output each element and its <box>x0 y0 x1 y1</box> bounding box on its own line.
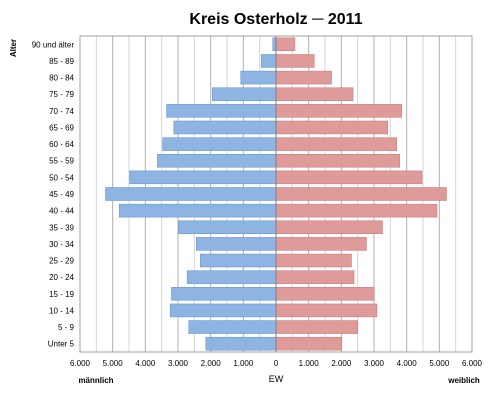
bar-male <box>166 104 277 118</box>
bar-male <box>261 54 277 68</box>
category-labels: 90 und älter 85 - 89 80 - 84 75 - 79 70 - 74… <box>32 40 75 348</box>
bar-female <box>275 336 342 351</box>
bar-female <box>275 237 367 251</box>
x-tick-label: 3.000 <box>168 359 189 368</box>
x-tick-label: 1.000 <box>233 359 254 368</box>
category-label: 50 - 54 <box>49 173 74 182</box>
bar-female <box>275 170 423 185</box>
bar-male <box>157 154 277 168</box>
bar-female <box>275 270 355 284</box>
bar-female <box>275 203 438 218</box>
bar-male <box>186 270 277 284</box>
category-label: 85 - 89 <box>49 57 74 66</box>
category-label: 35 - 39 <box>49 223 74 232</box>
chart-title: Kreis Osterholz ─ 2011 <box>189 11 362 28</box>
bar-female <box>275 137 398 151</box>
bar-male <box>169 303 277 318</box>
x-tick-label: 6.000 <box>70 359 91 368</box>
bar-female <box>275 187 447 201</box>
y-axis-title: Alter <box>9 39 18 57</box>
bar-female <box>275 104 403 118</box>
x-tick-label: 2.000 <box>331 359 352 368</box>
bar-male <box>240 70 277 85</box>
bar-male <box>105 187 277 201</box>
bar-female <box>275 54 315 68</box>
x-tick-label: 5.000 <box>103 359 124 368</box>
x-tick-label: 3.000 <box>364 359 385 368</box>
bar-male <box>129 170 277 185</box>
bar-female <box>275 70 332 85</box>
bar-female <box>275 320 358 334</box>
category-label: 40 - 44 <box>49 207 74 216</box>
x-tick-label: 1.000 <box>299 359 320 368</box>
bar-female <box>275 303 378 318</box>
bar-male <box>212 87 277 101</box>
category-label: 60 - 64 <box>49 140 74 149</box>
category-label: 10 - 14 <box>49 306 74 315</box>
x-axis-title: EW <box>269 374 284 384</box>
bar-male <box>188 320 277 334</box>
x-tick-label: 4.000 <box>135 359 156 368</box>
bar-male <box>171 287 277 301</box>
bar-male <box>178 220 277 234</box>
bar-male <box>196 237 277 251</box>
bar-male <box>205 336 277 351</box>
x-tick-label: 6.000 <box>462 359 483 368</box>
x-tick-label: 2.000 <box>201 359 222 368</box>
category-label: 70 - 74 <box>49 107 74 116</box>
bar-male <box>173 120 277 135</box>
category-label: Unter 5 <box>48 340 75 349</box>
category-label: 25 - 29 <box>49 257 74 266</box>
category-label: 45 - 49 <box>49 190 74 199</box>
bar-male <box>118 203 277 218</box>
bar-female <box>275 120 388 135</box>
category-label: 65 - 69 <box>49 123 74 132</box>
bars <box>105 36 447 352</box>
category-label: 80 - 84 <box>49 74 74 83</box>
bar-female <box>275 220 383 234</box>
x-tick-label: 5.000 <box>429 359 450 368</box>
bar-female <box>275 87 354 101</box>
category-label: 75 - 79 <box>49 90 74 99</box>
male-side-label: männlich <box>78 376 113 385</box>
bar-female <box>275 37 296 52</box>
x-tick-label: 0 <box>274 359 279 368</box>
female-side-label: weiblich <box>447 376 480 385</box>
x-tick-labels: 6.000 5.000 4.000 3.000 2.000 1.000 0 1.000 2.00… <box>70 359 483 368</box>
bar-female <box>275 253 352 268</box>
category-label: 15 - 19 <box>49 290 74 299</box>
category-label: 5 - 9 <box>58 323 75 332</box>
bar-female <box>275 287 375 301</box>
bar-female <box>275 154 401 168</box>
category-label: 90 und älter <box>32 40 75 49</box>
bar-male <box>162 137 277 151</box>
category-label: 20 - 24 <box>49 273 74 282</box>
category-label: 30 - 34 <box>49 240 74 249</box>
x-tick-label: 4.000 <box>397 359 418 368</box>
bar-male <box>199 253 277 268</box>
category-label: 55 - 59 <box>49 157 74 166</box>
